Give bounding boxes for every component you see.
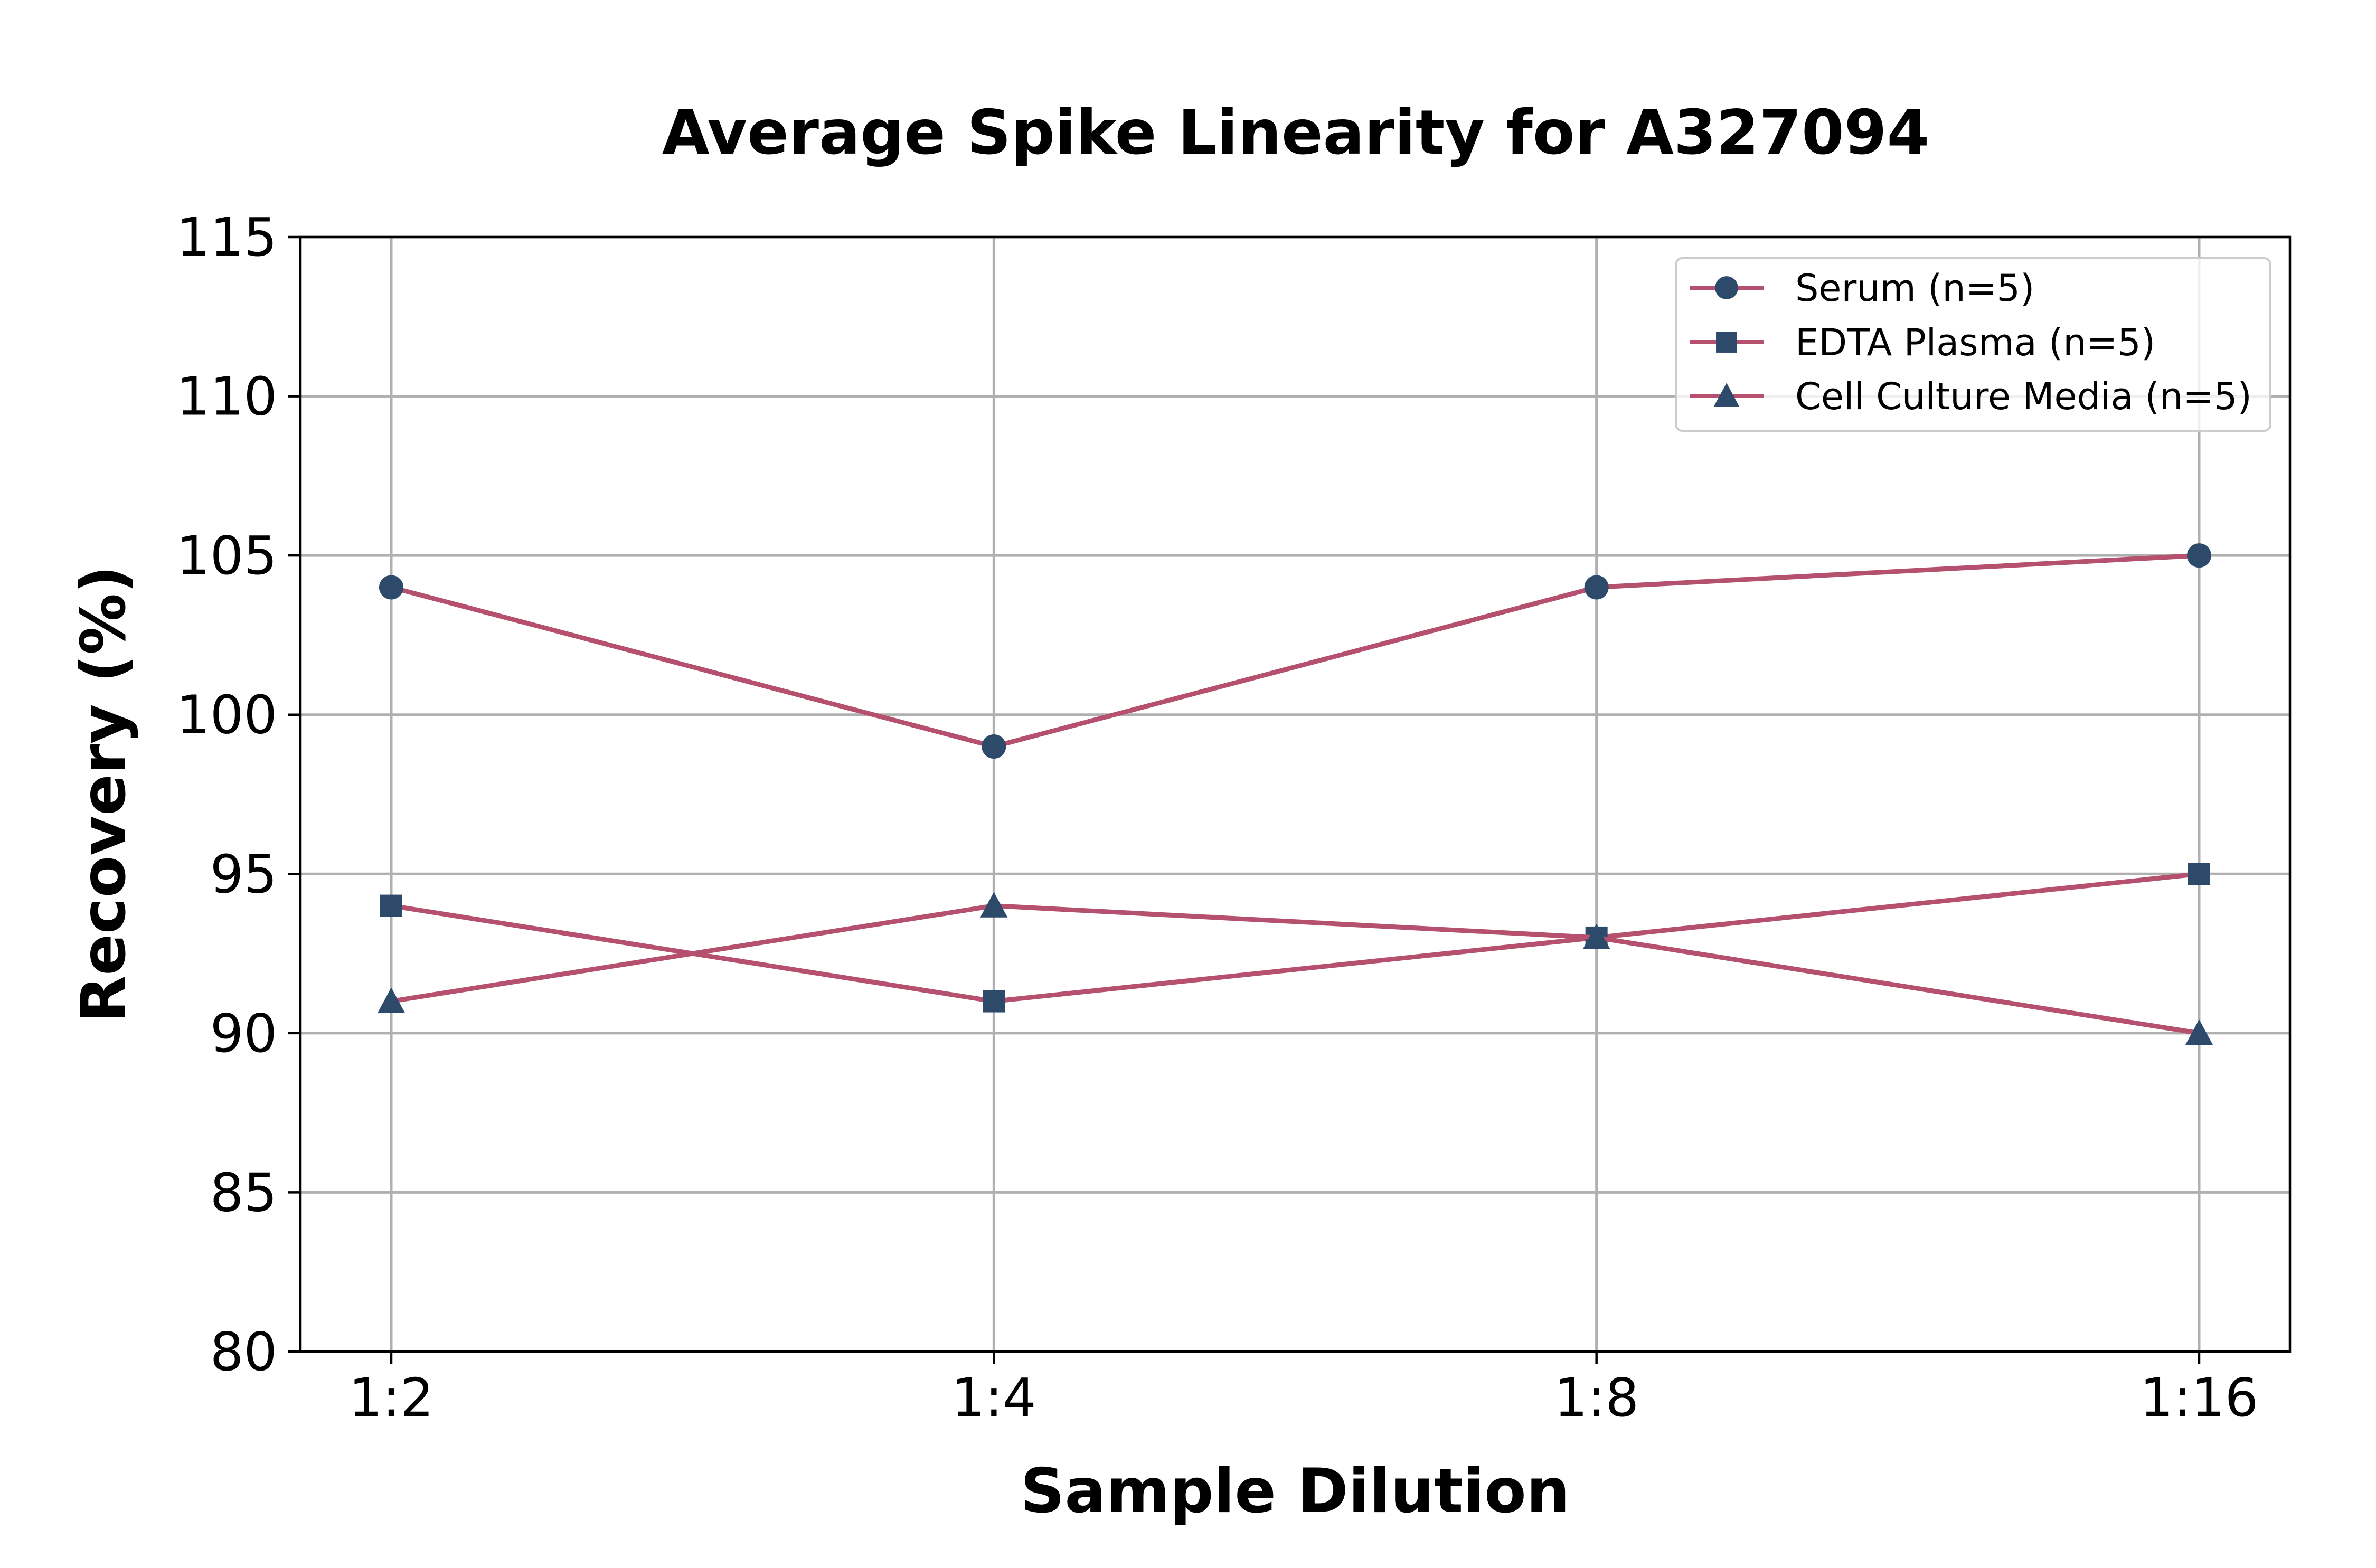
plot-area-frame: [299, 235, 2292, 1353]
data-point-circle: [1584, 575, 1609, 600]
data-point-square: [2188, 863, 2210, 885]
y-tick-label: 105: [176, 525, 277, 587]
data-point-square: [983, 990, 1005, 1013]
legend-entry: EDTA Plasma (n=5): [1690, 321, 2155, 364]
y-tick-label: 110: [176, 366, 277, 428]
legend-marker-circle: [1715, 276, 1738, 299]
series-line: [388, 903, 2202, 1036]
y-tick-label: 100: [176, 684, 277, 746]
legend-label: Serum (n=5): [1795, 267, 2034, 310]
data-point-circle: [982, 734, 1006, 759]
legend-label: Cell Culture Media (n=5): [1795, 375, 2252, 418]
chart-title: Average Spike Linearity for A327094: [662, 97, 1929, 168]
x-axis-label: Sample Dilution: [1021, 1456, 1570, 1527]
data-point-circle: [379, 575, 403, 600]
legend-marker-square: [1716, 332, 1737, 353]
legend-label: EDTA Plasma (n=5): [1795, 321, 2155, 364]
y-tick-label: 80: [210, 1321, 277, 1383]
y-tick-label: 115: [176, 206, 277, 268]
series-3: [378, 892, 2213, 1045]
axis-ticks: 80 85 90 95 100 105 110 115 1:2 1:4 1:8 1:16: [176, 206, 2258, 1429]
legend-marker-triangle: [1713, 383, 1740, 407]
data-point-triangle: [378, 987, 405, 1013]
series-1: [379, 543, 2211, 759]
series-line: [388, 553, 2202, 749]
legend-box: [1675, 257, 2271, 432]
data-point-triangle: [1582, 923, 1610, 950]
legend-entry: Serum (n=5): [1690, 267, 2034, 310]
y-tick-label: 85: [210, 1161, 277, 1223]
data-point-square: [380, 894, 402, 917]
x-tick-label: 1:2: [349, 1367, 434, 1429]
x-tick-label: 1:8: [1554, 1367, 1639, 1429]
legend: Serum (n=5) EDTA Plasma (n=5) Cell Culture…: [1675, 257, 2271, 432]
y-axis-label: Recovery (%): [68, 565, 139, 1023]
legend-entry: Cell Culture Media (n=5): [1690, 375, 2252, 418]
y-tick-label: 90: [210, 1003, 277, 1064]
data-point-circle: [2187, 543, 2211, 568]
y-tick-label: 95: [210, 843, 277, 905]
x-tick-label: 1:16: [2140, 1367, 2259, 1429]
data-point-triangle: [2185, 1019, 2213, 1045]
series-group: [378, 543, 2213, 1045]
x-tick-label: 1:4: [951, 1367, 1036, 1429]
data-point-triangle: [980, 892, 1008, 918]
